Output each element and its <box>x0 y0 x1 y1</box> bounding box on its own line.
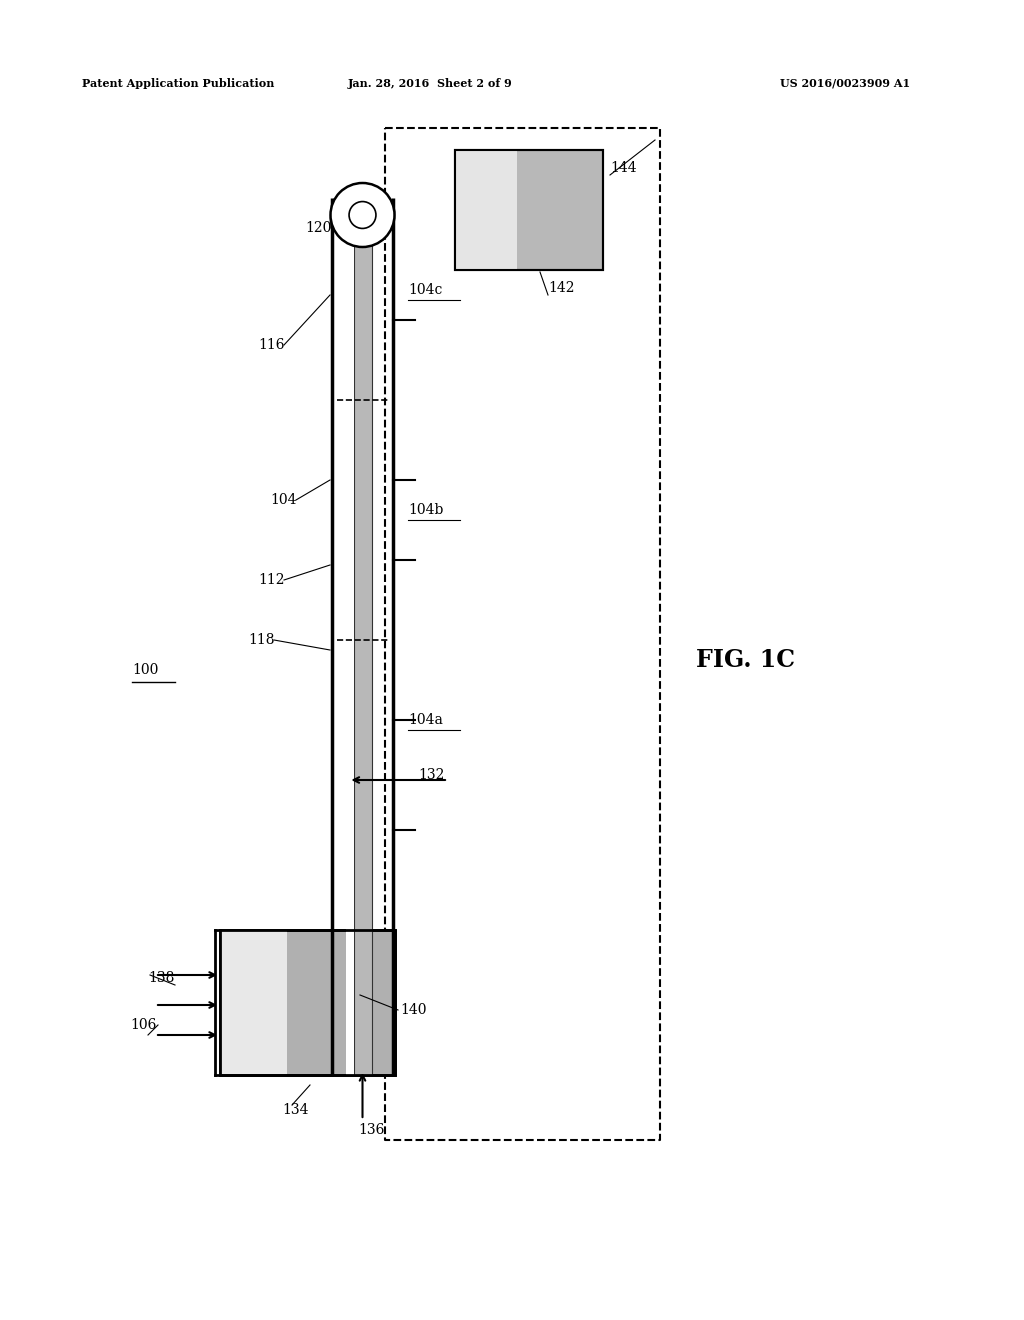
Text: 104c: 104c <box>408 282 442 297</box>
Text: 140: 140 <box>400 1003 427 1016</box>
Bar <box>220 931 287 1074</box>
Text: 134: 134 <box>282 1104 308 1117</box>
Bar <box>353 198 372 1074</box>
Text: 106: 106 <box>130 1018 157 1032</box>
Text: 136: 136 <box>358 1123 384 1137</box>
Bar <box>220 931 395 1074</box>
Text: 116: 116 <box>258 338 285 352</box>
Text: 118: 118 <box>248 634 274 647</box>
Text: 112: 112 <box>258 573 285 587</box>
Text: Patent Application Publication: Patent Application Publication <box>82 78 274 88</box>
Text: 142: 142 <box>548 281 574 294</box>
Text: Jan. 28, 2016  Sheet 2 of 9: Jan. 28, 2016 Sheet 2 of 9 <box>347 78 512 88</box>
Circle shape <box>331 183 394 247</box>
Bar <box>220 931 395 1074</box>
Text: 104a: 104a <box>408 713 442 727</box>
Bar <box>455 150 603 271</box>
Circle shape <box>349 202 376 228</box>
Text: 144: 144 <box>610 161 637 176</box>
Text: FIG. 1C: FIG. 1C <box>695 648 795 672</box>
Text: 104b: 104b <box>408 503 443 517</box>
Text: 104: 104 <box>270 492 297 507</box>
Text: 132: 132 <box>418 768 444 781</box>
Text: 100: 100 <box>132 663 159 677</box>
Bar <box>455 150 517 271</box>
Text: 120: 120 <box>305 220 332 235</box>
Bar <box>455 150 603 271</box>
Text: 138: 138 <box>148 972 174 985</box>
Bar <box>345 198 353 1074</box>
Text: US 2016/0023909 A1: US 2016/0023909 A1 <box>780 78 910 88</box>
